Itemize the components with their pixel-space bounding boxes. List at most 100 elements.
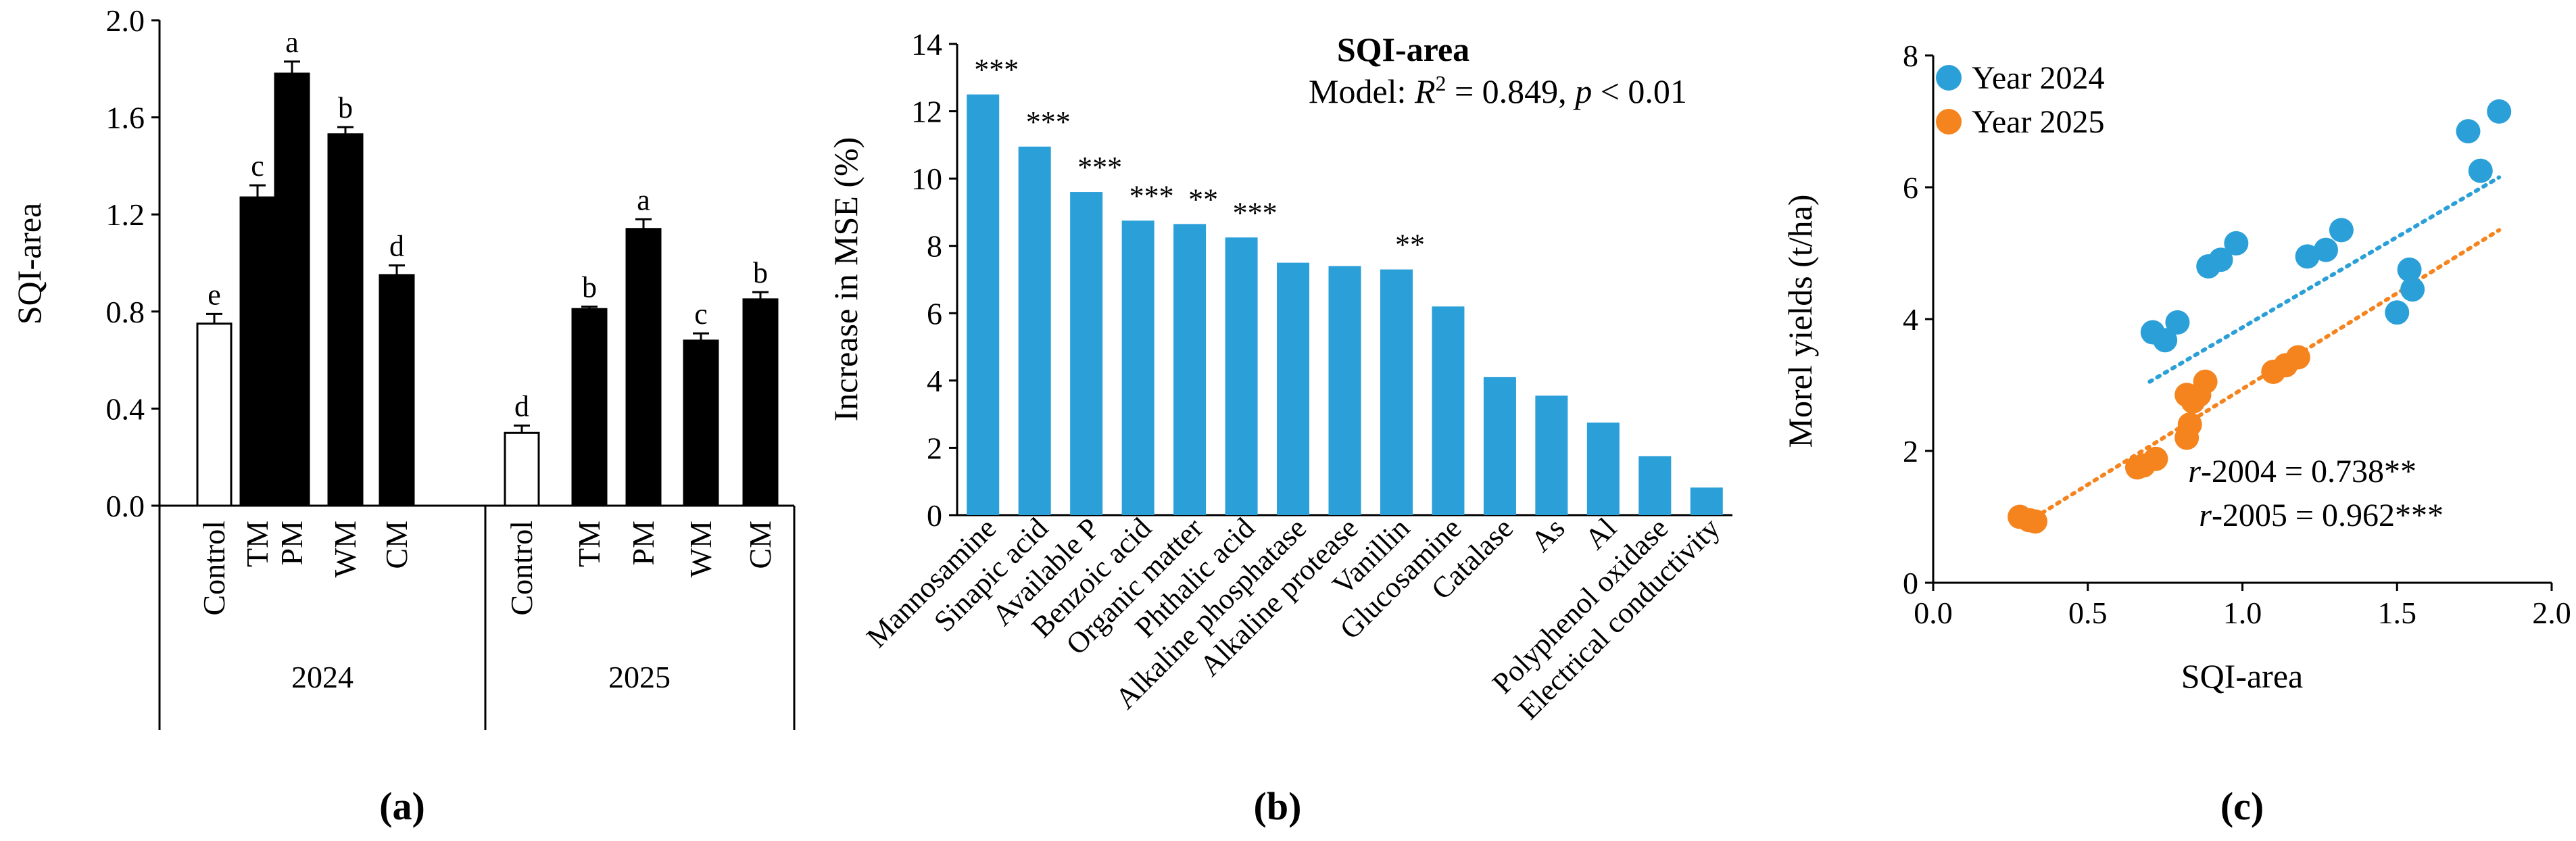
panel-c-y-axis-label: Morel yields (t/ha) <box>1781 195 1819 448</box>
category-label: TM <box>240 521 274 567</box>
model-prefix: Model: <box>1309 72 1415 110</box>
y-tick-label: 0.8 <box>106 295 145 329</box>
data-point-0 <box>2487 99 2512 124</box>
bar <box>1638 456 1672 515</box>
panel-c-stat-2004: r-2004 = 0.738** <box>2188 454 2416 489</box>
data-point-0 <box>2224 231 2249 256</box>
panel-b-title: SQI-area <box>1337 30 1469 68</box>
legend-label-2024: Year 2024 <box>1972 60 2104 96</box>
panel-a-y-axis-label: SQI-area <box>10 203 48 325</box>
stat-value: -2004 = 0.738** <box>2201 454 2416 489</box>
y-tick-label: 0.0 <box>106 489 145 523</box>
bar <box>967 94 1000 515</box>
stat-value: -2005 = 0.962*** <box>2212 498 2444 533</box>
panel-c-stat-2005: r-2005 = 0.962*** <box>2199 498 2444 533</box>
significance-letter: d <box>389 230 404 263</box>
data-point-0 <box>2397 257 2422 282</box>
category-label: CM <box>379 521 414 569</box>
data-point-0 <box>2208 247 2233 272</box>
significance-stars: *** <box>1026 105 1071 139</box>
y-tick-label: 14 <box>911 27 942 62</box>
r2-symbol: R <box>1414 72 1436 110</box>
significance-letter: b <box>338 91 353 124</box>
significance-letter: c <box>694 297 708 331</box>
panel-c-scatter-chart: 0 2 4 6 8 0.0 0.5 1.0 1.5 2.0 Morel yields (t/ha)… <box>1781 39 2571 828</box>
y-tick-label: 12 <box>911 95 942 129</box>
significance-letter: b <box>753 256 768 289</box>
y-tick-label: 2.0 <box>106 3 145 38</box>
x-tick-label: 0.5 <box>2068 596 2108 630</box>
y-tick-label: 6 <box>1903 170 1918 205</box>
y-tick-label: 6 <box>927 296 942 331</box>
y-tick-label: 1.2 <box>106 197 145 232</box>
y-tick-label: 1.6 <box>106 101 145 135</box>
panel-a-group-label-2025: 2025 <box>608 660 671 694</box>
bar <box>327 133 364 507</box>
x-tick-label: 1.0 <box>2223 596 2262 630</box>
stat-r-symbol: r <box>2199 498 2212 533</box>
bar <box>1586 423 1620 515</box>
bar <box>1690 487 1723 515</box>
category-label: Control <box>504 521 539 616</box>
data-point-0 <box>2295 244 2320 269</box>
panel-a-group-label-2024: 2024 <box>291 660 354 694</box>
panel-b-model-annotation: Model: R2 = 0.849, p < 0.01 <box>1309 71 1687 110</box>
bar <box>274 72 310 507</box>
bar <box>1535 395 1568 515</box>
significance-letter: c <box>251 149 264 183</box>
bar <box>1225 237 1258 515</box>
bar <box>1483 377 1516 515</box>
r2-value: = 0.849, <box>1446 72 1575 110</box>
panel-c-legend: Year 2024 Year 2025 <box>1936 60 2104 140</box>
category-label: CM <box>743 521 777 569</box>
significance-letter: e <box>208 278 221 311</box>
bar <box>196 322 233 507</box>
y-tick-label: 10 <box>911 162 942 196</box>
category-label: As <box>1524 511 1571 558</box>
category-label: TM <box>572 521 606 567</box>
trend-line-0 <box>2147 175 2502 384</box>
significance-letter: d <box>514 390 529 423</box>
bar <box>1121 220 1155 515</box>
y-tick-label: 4 <box>1903 302 1918 337</box>
category-label: PM <box>274 521 309 565</box>
category-label: Control <box>197 521 231 616</box>
data-point-0 <box>2165 310 2190 335</box>
bar <box>683 339 719 507</box>
bar <box>1277 262 1310 515</box>
panel-b-panel-label: (b) <box>1254 784 1302 828</box>
bar <box>379 274 415 507</box>
significance-letter: a <box>637 183 650 216</box>
bar <box>1380 269 1413 515</box>
x-tick-label: 0.0 <box>1914 596 1953 630</box>
panel-b-y-axis-label: Increase in MSE (%) <box>827 137 865 422</box>
significance-stars: ** <box>1395 229 1425 262</box>
y-tick-label: 4 <box>927 364 942 398</box>
bar <box>1328 266 1361 515</box>
data-point-1 <box>2143 446 2168 471</box>
significance-stars: *** <box>1077 151 1122 184</box>
data-point-1 <box>2022 509 2047 534</box>
y-tick-label: 0.4 <box>106 391 145 426</box>
y-tick-label: 2 <box>927 431 942 465</box>
data-point-0 <box>2153 328 2178 353</box>
bar <box>239 196 276 507</box>
legend-marker-2025 <box>1936 109 1962 135</box>
significance-stars: ** <box>1188 183 1218 216</box>
category-label: PM <box>626 521 660 565</box>
y-tick-label: 8 <box>1903 39 1918 73</box>
data-point-0 <box>2400 277 2425 302</box>
p-value: < 0.01 <box>1592 72 1687 110</box>
significance-stars: *** <box>974 53 1019 87</box>
category-label: WM <box>683 521 718 577</box>
r2-exponent: 2 <box>1435 71 1446 95</box>
y-tick-label: 2 <box>1903 434 1918 468</box>
significance-letter: b <box>582 271 597 304</box>
y-tick-label: 0 <box>927 498 942 533</box>
data-point-0 <box>2468 158 2493 183</box>
bar <box>742 298 779 507</box>
y-tick-label: 8 <box>927 229 942 264</box>
significance-stars: *** <box>1129 179 1174 212</box>
